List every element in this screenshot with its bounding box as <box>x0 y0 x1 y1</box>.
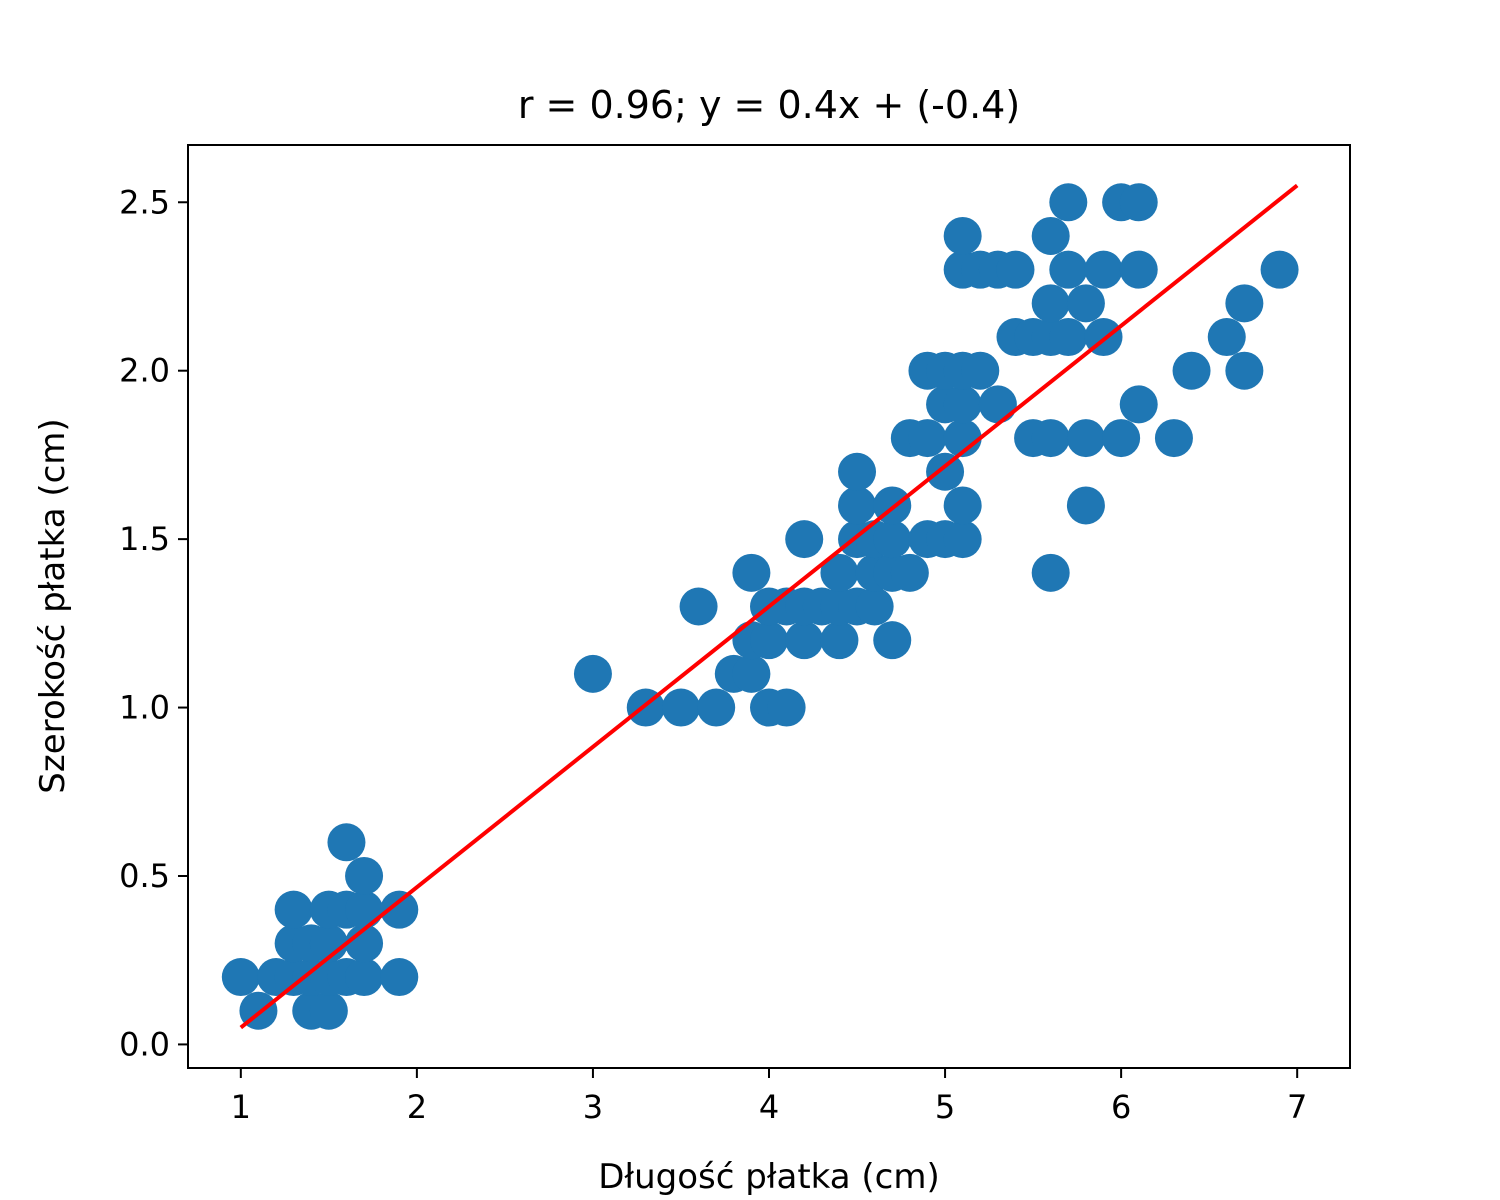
data-point <box>1084 250 1123 289</box>
y-tick-label: 1.0 <box>119 689 170 727</box>
data-point <box>926 452 965 491</box>
data-point <box>1031 419 1070 458</box>
data-point <box>820 553 859 592</box>
data-point <box>732 654 771 693</box>
data-point <box>697 688 736 727</box>
y-tick-label: 1.5 <box>119 520 170 558</box>
regression-line <box>239 183 1299 1030</box>
data-point <box>679 587 718 626</box>
data-point <box>1066 284 1105 323</box>
data-point <box>908 419 947 458</box>
data-point <box>978 385 1017 424</box>
y-tick-label: 0.0 <box>119 1025 170 1063</box>
data-point <box>785 621 824 660</box>
data-point <box>1102 419 1141 458</box>
data-point <box>996 250 1035 289</box>
data-point <box>345 958 384 997</box>
data-point <box>1049 250 1088 289</box>
data-point <box>1049 183 1088 222</box>
data-point <box>943 385 982 424</box>
data-point <box>1207 318 1246 357</box>
x-tick-label: 1 <box>231 1088 251 1126</box>
data-point <box>820 621 859 660</box>
data-point <box>961 351 1000 390</box>
x-tick-label: 6 <box>1111 1088 1131 1126</box>
data-point <box>943 216 982 255</box>
data-point <box>345 856 384 895</box>
y-axis-label: Szerokość płatka (cm) <box>33 418 73 793</box>
data-point <box>1119 250 1158 289</box>
y-tick-label: 2.5 <box>119 183 170 221</box>
x-axis-ticks: 1 2 3 4 5 6 7 <box>231 1068 1307 1126</box>
data-point <box>345 890 384 929</box>
data-point <box>1225 351 1264 390</box>
data-point <box>943 486 982 525</box>
x-tick-label: 4 <box>759 1088 779 1126</box>
data-point <box>221 958 260 997</box>
data-point <box>750 621 788 660</box>
data-point <box>573 654 612 693</box>
data-point <box>838 486 877 525</box>
data-point <box>943 520 982 559</box>
data-point <box>873 520 912 559</box>
data-point <box>855 587 894 626</box>
data-point <box>1119 183 1158 222</box>
data-point <box>380 890 419 929</box>
x-tick-label: 7 <box>1287 1088 1307 1126</box>
data-point <box>767 688 806 727</box>
regression-line-group <box>239 183 1299 1030</box>
data-point <box>380 958 419 997</box>
data-point <box>732 553 771 592</box>
data-point <box>1031 553 1070 592</box>
x-tick-label: 5 <box>935 1088 955 1126</box>
data-point <box>890 553 929 592</box>
y-axis-ticks: 0.0 0.5 1.0 1.5 2.0 2.5 <box>119 183 188 1063</box>
y-tick-label: 2.0 <box>119 352 170 390</box>
data-point <box>1172 351 1211 390</box>
data-point <box>873 621 912 660</box>
data-point <box>838 452 877 491</box>
data-point <box>785 520 824 559</box>
data-point <box>309 991 348 1030</box>
data-point <box>1260 250 1299 289</box>
data-point <box>274 890 313 929</box>
data-point <box>1066 486 1105 525</box>
x-tick-label: 3 <box>583 1088 603 1126</box>
data-points <box>221 183 1299 1030</box>
data-point <box>661 688 700 727</box>
x-tick-label: 2 <box>407 1088 427 1126</box>
plot-frame <box>187 144 1351 1069</box>
chart-title: r = 0.96; y = 0.4x + (-0.4) <box>518 83 1020 127</box>
data-point <box>1049 318 1088 357</box>
data-point <box>1225 284 1264 323</box>
data-point <box>1066 419 1105 458</box>
data-point <box>345 924 384 963</box>
data-point <box>1031 284 1070 323</box>
data-point <box>1119 385 1158 424</box>
y-tick-label: 0.5 <box>119 857 170 895</box>
data-point <box>1031 216 1070 255</box>
data-point <box>327 823 366 862</box>
data-point <box>943 419 982 458</box>
data-point <box>309 924 348 963</box>
x-axis-label: Długość płatka (cm) <box>598 1157 939 1197</box>
data-point <box>1154 419 1193 458</box>
